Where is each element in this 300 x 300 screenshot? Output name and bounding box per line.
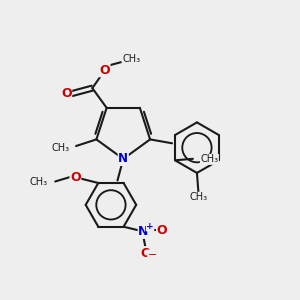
Text: +: + — [146, 222, 154, 231]
Text: O: O — [141, 247, 151, 260]
Text: N: N — [138, 225, 149, 238]
Text: CH₃: CH₃ — [200, 154, 218, 164]
Text: CH₃: CH₃ — [52, 142, 70, 152]
Text: O: O — [61, 87, 72, 100]
Text: CH₃: CH₃ — [29, 177, 47, 188]
Text: O: O — [70, 170, 81, 184]
Text: CH₃: CH₃ — [122, 54, 140, 64]
Text: O: O — [99, 64, 110, 77]
Text: O: O — [157, 224, 167, 237]
Text: N: N — [118, 152, 128, 165]
Text: CH₃: CH₃ — [189, 192, 208, 202]
Text: −: − — [148, 250, 157, 260]
